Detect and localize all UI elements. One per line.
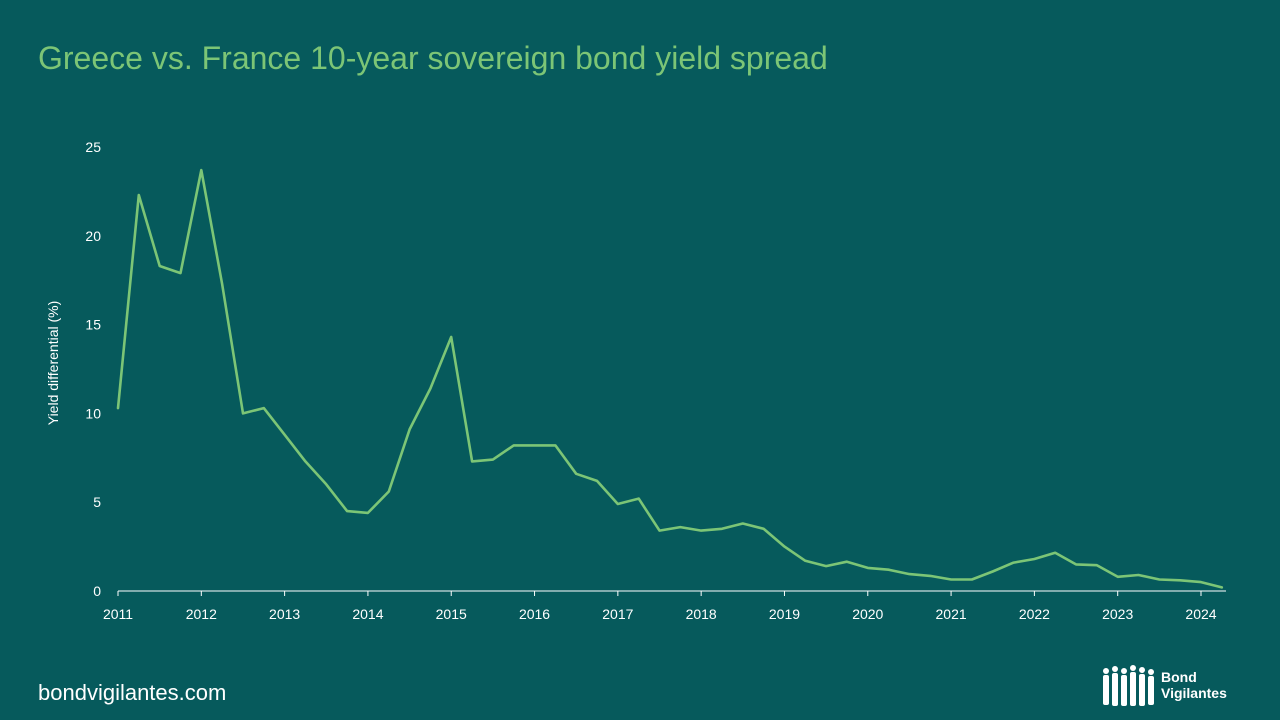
x-tick-label-2024: 2024 bbox=[1185, 606, 1216, 622]
logo-text: Bond Vigilantes bbox=[1161, 669, 1227, 701]
x-tick-label-2023: 2023 bbox=[1102, 606, 1133, 622]
x-tick-label-2014: 2014 bbox=[352, 606, 383, 622]
y-tick-label-15: 15 bbox=[85, 317, 101, 333]
y-tick-label-5: 5 bbox=[93, 494, 101, 510]
logo-line-2: Vigilantes bbox=[1161, 685, 1227, 701]
x-tick-label-2017: 2017 bbox=[602, 606, 633, 622]
line-chart: 2011 2012 2013 2014 2015 2016 2017 2018 2019 2020… bbox=[45, 139, 1226, 622]
footer-website: bondvigilantes.com bbox=[38, 680, 227, 705]
x-tick-label-2018: 2018 bbox=[686, 606, 717, 622]
y-tick-label-20: 20 bbox=[85, 228, 101, 244]
x-tick-label-2016: 2016 bbox=[519, 606, 550, 622]
logo-line-1: Bond bbox=[1161, 669, 1197, 685]
chart-axes: 2011 2012 2013 2014 2015 2016 2017 2018 2019 2020… bbox=[85, 139, 1226, 622]
x-tick-label-2022: 2022 bbox=[1019, 606, 1050, 622]
y-tick-label-10: 10 bbox=[85, 405, 101, 421]
chart-plot-area bbox=[116, 168, 1224, 589]
x-tick-label-2021: 2021 bbox=[936, 606, 967, 622]
series-line-0 bbox=[116, 168, 1224, 589]
x-tick-label-2019: 2019 bbox=[769, 606, 800, 622]
x-tick-label-2012: 2012 bbox=[186, 606, 217, 622]
x-tick-label-2020: 2020 bbox=[852, 606, 883, 622]
people-silhouette-icon bbox=[1103, 665, 1154, 706]
x-tick-label-2015: 2015 bbox=[436, 606, 467, 622]
y-tick-label-25: 25 bbox=[85, 139, 101, 155]
x-tick-label-2011: 2011 bbox=[103, 606, 133, 622]
bond-vigilantes-logo: Bond Vigilantes bbox=[1100, 663, 1250, 709]
y-axis-label: Yield differential (%) bbox=[45, 301, 61, 426]
x-tick-label-2013: 2013 bbox=[269, 606, 300, 622]
y-tick-label-0: 0 bbox=[93, 583, 101, 599]
chart-title: Greece vs. France 10-year sovereign bond… bbox=[38, 40, 828, 76]
